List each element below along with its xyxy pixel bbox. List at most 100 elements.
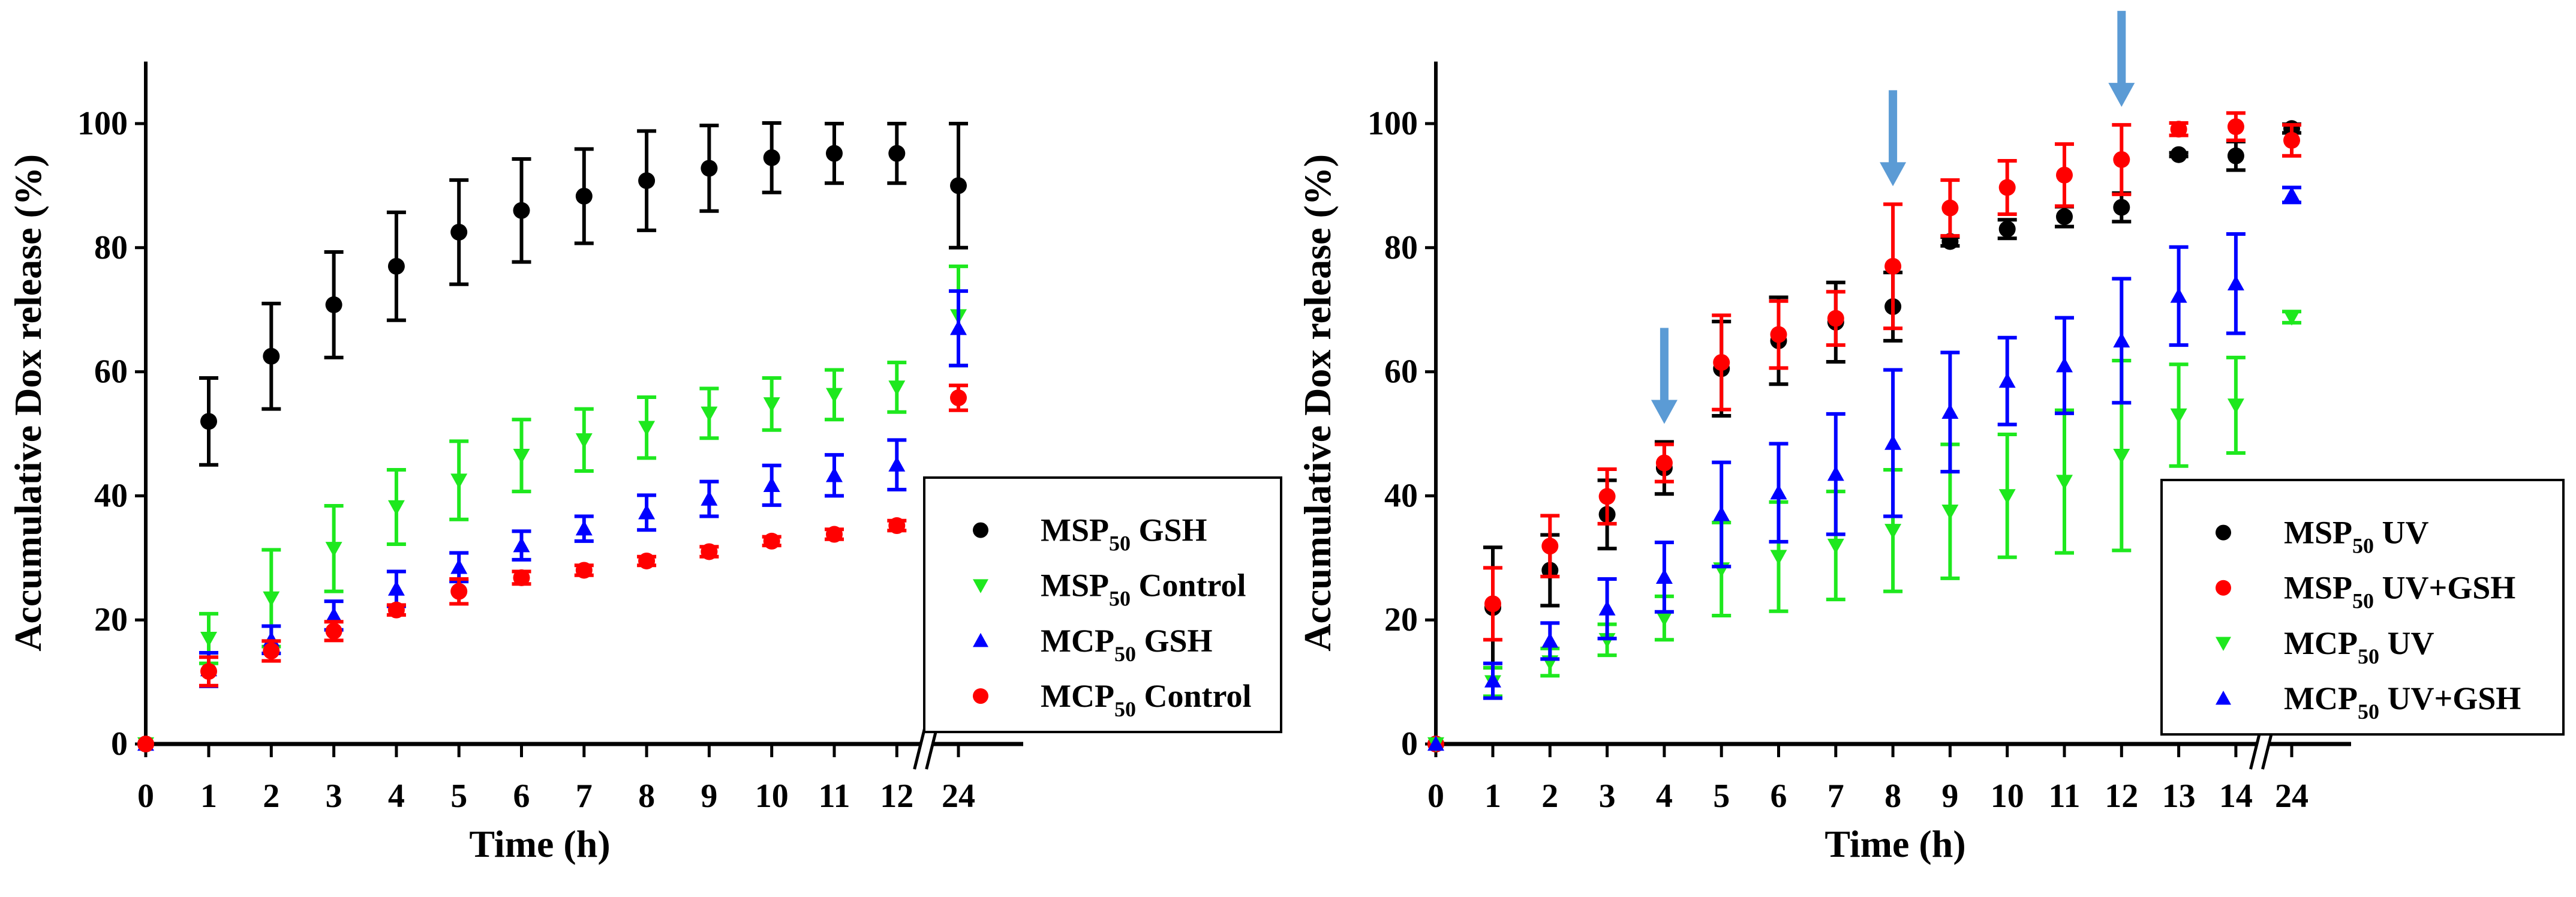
data-point bbox=[1541, 538, 1559, 555]
y-tick-label: 60 bbox=[1384, 353, 1418, 391]
x-tick-label: 9 bbox=[1941, 778, 1958, 815]
series-mcp50-gsh bbox=[137, 289, 968, 751]
legend-label-suffix: GSH bbox=[1136, 623, 1213, 659]
arrow-head bbox=[2108, 83, 2135, 107]
data-point bbox=[950, 389, 967, 407]
data-point bbox=[826, 388, 843, 403]
legend-label-suffix: UV bbox=[2379, 625, 2434, 661]
data-point bbox=[1655, 611, 1673, 627]
data-point bbox=[888, 145, 906, 162]
data-point bbox=[1998, 489, 2016, 505]
data-point bbox=[263, 347, 280, 365]
data-point bbox=[1770, 484, 1787, 500]
data-point bbox=[200, 632, 217, 647]
y-axis-title: Accumulative Dox release (%) bbox=[7, 154, 49, 652]
data-point bbox=[1655, 568, 1673, 584]
data-point bbox=[1884, 257, 1902, 275]
data-point bbox=[950, 320, 967, 335]
data-point bbox=[325, 607, 342, 623]
legend-label-subscript: 50 bbox=[2358, 700, 2379, 724]
data-point bbox=[1598, 600, 1616, 616]
data-point bbox=[2283, 131, 2300, 149]
data-point bbox=[2113, 332, 2130, 348]
x-tick-label: 11 bbox=[2049, 778, 2081, 815]
legend-label-suffix: GSH bbox=[1131, 512, 1207, 548]
legend-marker bbox=[973, 688, 988, 704]
x-tick-label: 12 bbox=[880, 778, 913, 815]
data-point bbox=[450, 473, 468, 489]
data-point bbox=[1713, 506, 1730, 521]
data-point bbox=[1598, 488, 1616, 505]
y-tick-label: 100 bbox=[77, 105, 128, 142]
x-axis-title: Time (h) bbox=[1824, 823, 1965, 865]
legend-marker bbox=[2216, 580, 2231, 596]
data-point bbox=[2227, 118, 2244, 136]
legend-marker bbox=[2216, 637, 2231, 651]
x-tick-label: 14 bbox=[2219, 778, 2253, 815]
data-point bbox=[387, 257, 405, 275]
data-point bbox=[638, 172, 656, 190]
legend-item: MSP50 Control bbox=[973, 568, 1246, 611]
legend-label-subscript: 50 bbox=[2358, 644, 2379, 668]
x-tick-label: 8 bbox=[1884, 778, 1901, 815]
data-point bbox=[1884, 524, 1902, 539]
legend-box bbox=[2160, 479, 2565, 736]
legend-label-main: MSP bbox=[1041, 512, 1109, 548]
data-point bbox=[701, 406, 718, 422]
data-point bbox=[2227, 147, 2244, 164]
data-point bbox=[450, 223, 468, 241]
legend-item: MSP50 UV+GSH bbox=[2216, 570, 2515, 613]
data-point bbox=[1941, 199, 1959, 217]
x-tick-label: 2 bbox=[263, 778, 279, 815]
legend-item: MCP50 Control bbox=[973, 678, 1251, 721]
data-point bbox=[763, 532, 780, 550]
x-tick-label: 4 bbox=[388, 778, 405, 815]
legend-label-subscript: 50 bbox=[1114, 642, 1136, 666]
data-point bbox=[2170, 408, 2187, 424]
legend-label: MSP50 UV+GSH bbox=[2284, 570, 2515, 613]
data-point bbox=[2170, 121, 2187, 138]
data-point bbox=[1827, 538, 1844, 554]
data-point bbox=[2113, 199, 2130, 216]
y-tick-label: 0 bbox=[111, 725, 128, 763]
y-tick-label: 80 bbox=[94, 229, 128, 266]
data-point bbox=[638, 504, 656, 520]
x-tick-label: 7 bbox=[1827, 778, 1844, 815]
y-tick-label: 60 bbox=[94, 353, 128, 391]
data-point bbox=[638, 552, 656, 569]
x-tick-label: 2 bbox=[1541, 778, 1558, 815]
y-tick-label: 0 bbox=[1401, 725, 1418, 763]
legend-label-main: MSP bbox=[2284, 515, 2352, 551]
data-point bbox=[888, 517, 906, 535]
legend-label: MSP50 UV bbox=[2284, 515, 2429, 558]
x-tick-label: 24 bbox=[2275, 778, 2309, 815]
x-tick-label: 3 bbox=[326, 778, 342, 815]
legend-label-suffix: UV+GSH bbox=[2374, 570, 2515, 606]
data-point bbox=[888, 380, 906, 396]
x-tick-label: 9 bbox=[701, 778, 717, 815]
x-tick-label: 1 bbox=[1484, 778, 1501, 815]
arrow-head bbox=[1880, 162, 1907, 187]
legend-label: MCP50 UV bbox=[2284, 625, 2434, 668]
x-tick-label: 6 bbox=[513, 778, 530, 815]
data-point bbox=[1998, 179, 2016, 196]
data-point bbox=[1770, 550, 1787, 565]
legend-label-subscript: 50 bbox=[1109, 532, 1131, 556]
data-point bbox=[387, 601, 405, 619]
data-point bbox=[826, 526, 843, 543]
legend-item: MCP50 GSH bbox=[973, 623, 1213, 666]
x-tick-label: 5 bbox=[1713, 778, 1730, 815]
data-point bbox=[2056, 166, 2073, 184]
data-point bbox=[1941, 403, 1959, 419]
x-axis-title: Time (h) bbox=[469, 823, 610, 865]
x-tick-label: 11 bbox=[819, 778, 850, 815]
data-point bbox=[950, 177, 967, 194]
series-msp50-control bbox=[137, 264, 968, 752]
legend-label-subscript: 50 bbox=[1114, 697, 1136, 721]
x-tick-label: 12 bbox=[2105, 778, 2138, 815]
y-axis-title: Accumulative Dox release (%) bbox=[1296, 154, 1339, 652]
data-point bbox=[450, 559, 468, 574]
x-tick-label: 24 bbox=[942, 778, 975, 815]
